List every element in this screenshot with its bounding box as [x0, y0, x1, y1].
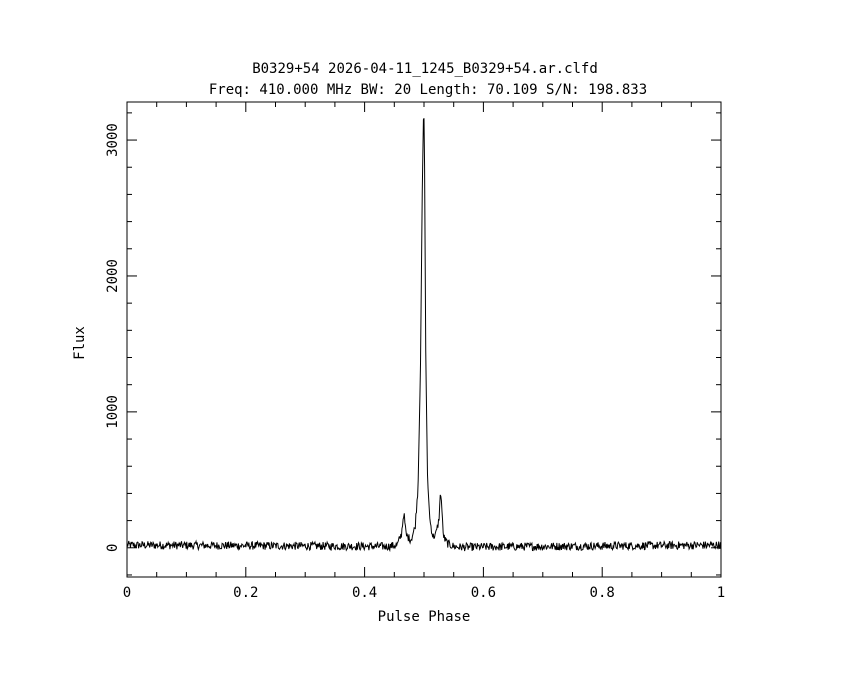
axis-tick-labels: 0 0.2 0.4 0.6 0.8 1 0 1000 2000 3000 [105, 123, 725, 601]
y-axis-label: Flux [72, 326, 88, 360]
chart-title: B0329+54 2026-04-11_1245_B0329+54.ar.clf… [252, 61, 598, 77]
x-tick-label: 0 [123, 585, 131, 601]
x-tick-label: 0.4 [352, 585, 377, 601]
x-tick-label: 0.8 [590, 585, 615, 601]
x-tick-label: 1 [717, 585, 725, 601]
y-tick-label: 3000 [105, 123, 121, 157]
flux-series-line [126, 118, 722, 553]
chart-subtitle: Freq: 410.000 MHz BW: 20 Length: 70.109 … [209, 82, 647, 98]
y-tick-label: 1000 [105, 395, 121, 429]
y-tick-label: 0 [105, 544, 121, 552]
plot-frame [126, 101, 722, 578]
x-axis-label: Pulse Phase [378, 609, 471, 625]
x-tick-label: 0.6 [471, 585, 496, 601]
x-tick-label: 0.2 [233, 585, 258, 601]
y-tick-label: 2000 [105, 259, 121, 293]
axis-ticks [126, 102, 722, 577]
